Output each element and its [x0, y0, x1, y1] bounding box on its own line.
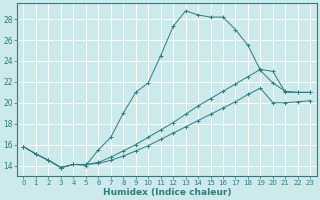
- X-axis label: Humidex (Indice chaleur): Humidex (Indice chaleur): [103, 188, 231, 197]
